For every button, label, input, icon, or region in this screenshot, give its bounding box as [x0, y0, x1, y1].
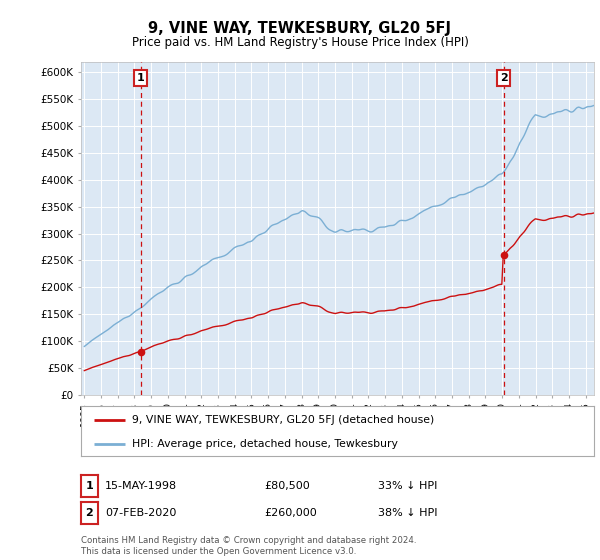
Text: 07-FEB-2020: 07-FEB-2020 [105, 508, 176, 518]
Text: Contains HM Land Registry data © Crown copyright and database right 2024.
This d: Contains HM Land Registry data © Crown c… [81, 536, 416, 556]
Text: Price paid vs. HM Land Registry's House Price Index (HPI): Price paid vs. HM Land Registry's House … [131, 36, 469, 49]
Text: £260,000: £260,000 [264, 508, 317, 518]
Text: 2: 2 [500, 73, 508, 83]
Text: 1: 1 [86, 481, 93, 491]
Text: 9, VINE WAY, TEWKESBURY, GL20 5FJ (detached house): 9, VINE WAY, TEWKESBURY, GL20 5FJ (detac… [133, 415, 434, 425]
Text: 15-MAY-1998: 15-MAY-1998 [105, 481, 177, 491]
Text: 9, VINE WAY, TEWKESBURY, GL20 5FJ: 9, VINE WAY, TEWKESBURY, GL20 5FJ [149, 21, 452, 36]
Text: 38% ↓ HPI: 38% ↓ HPI [378, 508, 437, 518]
Text: HPI: Average price, detached house, Tewkesbury: HPI: Average price, detached house, Tewk… [133, 439, 398, 449]
Text: £80,500: £80,500 [264, 481, 310, 491]
Text: 33% ↓ HPI: 33% ↓ HPI [378, 481, 437, 491]
Text: 2: 2 [86, 508, 93, 518]
Text: 1: 1 [137, 73, 145, 83]
